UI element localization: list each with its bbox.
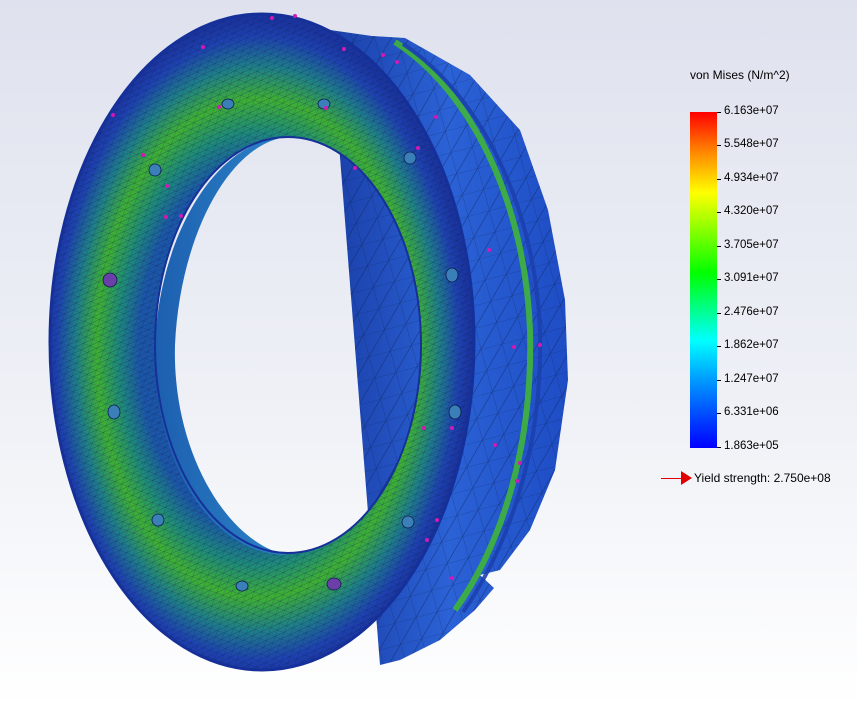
legend-label: 6.331e+06	[724, 406, 779, 418]
legend-tick	[717, 145, 721, 146]
yield-line	[661, 478, 683, 479]
legend-label: 1.247e+07	[724, 373, 779, 385]
boundary-markers	[111, 14, 542, 580]
legend-tick	[717, 380, 721, 381]
legend-label: 5.548e+07	[724, 138, 779, 150]
legend-tick	[717, 112, 721, 113]
legend-label: 2.476e+07	[724, 306, 779, 318]
legend-tick	[717, 413, 721, 414]
legend-tick	[717, 179, 721, 180]
legend-label-min: 1.863e+05	[724, 440, 779, 452]
legend-tick	[717, 212, 721, 213]
legend-title: von Mises (N/m^2)	[690, 68, 790, 82]
legend-tick	[717, 246, 721, 247]
ring-face	[48, 12, 476, 672]
bolt-holes	[102, 98, 462, 592]
legend-tick	[717, 313, 721, 314]
legend-label: 4.320e+07	[724, 205, 779, 217]
legend-label: 1.862e+07	[724, 339, 779, 351]
legend-tick	[717, 447, 721, 448]
legend-label: 3.705e+07	[724, 239, 779, 251]
legend-label: 3.091e+07	[724, 272, 779, 284]
inner-bore	[154, 136, 422, 555]
legend-tick	[717, 346, 721, 347]
legend-label-max: 6.163e+07	[724, 105, 779, 117]
legend-label: 4.934e+07	[724, 172, 779, 184]
yield-strength-label: Yield strength: 2.750e+08	[694, 471, 831, 485]
yield-arrow-icon	[681, 471, 692, 485]
color-scale-bar[interactable]	[690, 112, 717, 448]
legend-tick	[717, 279, 721, 280]
